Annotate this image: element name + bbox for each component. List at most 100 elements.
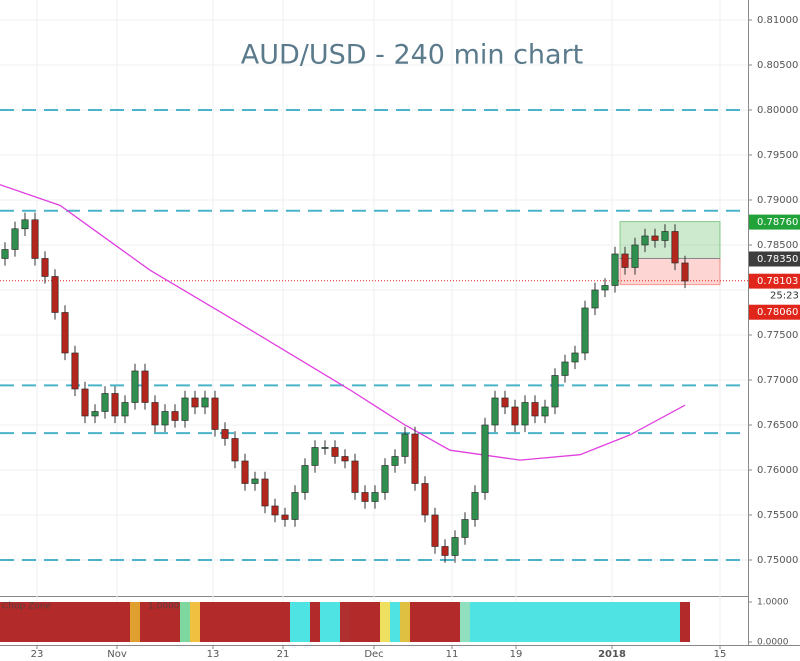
candle-body <box>431 514 439 547</box>
candle-body <box>481 424 489 493</box>
indicator-bar <box>80 602 90 642</box>
indicator-bar <box>210 602 220 642</box>
candle-body <box>321 447 329 449</box>
y-tick-label: 0.77500 <box>757 330 798 341</box>
candle-body <box>471 492 479 520</box>
indicator-bar <box>640 602 650 642</box>
indicator-bar <box>70 602 80 642</box>
candle-body <box>541 406 549 417</box>
candle-body <box>671 231 679 264</box>
indicator-bar <box>370 602 380 642</box>
candle-body <box>261 478 269 507</box>
candle-body <box>101 393 109 412</box>
indicator-bar <box>220 602 230 642</box>
x-tick-label: 15 <box>714 649 727 660</box>
indicator-tick-label: 1.0000 <box>757 598 789 608</box>
candle-body <box>311 447 319 466</box>
indicator-bar <box>170 602 180 642</box>
candle-body <box>281 514 289 520</box>
candle-body <box>561 361 569 376</box>
candle-body <box>571 352 579 363</box>
candle-body <box>121 402 129 417</box>
indicator-bar <box>330 602 340 642</box>
x-tick-label: 19 <box>510 649 523 660</box>
indicator-bar <box>60 602 70 642</box>
indicator-bar <box>430 602 440 642</box>
indicator-bar <box>270 602 280 642</box>
candle-body <box>651 235 659 241</box>
indicator-bar <box>380 602 390 642</box>
y-tick-label: 0.80500 <box>757 60 798 71</box>
indicator-bar <box>110 602 120 642</box>
candle-body <box>341 456 349 462</box>
y-tick-label: 0.76500 <box>757 420 798 431</box>
indicator-bar <box>670 602 680 642</box>
candle-body <box>201 397 209 408</box>
countdown: 25:23 <box>770 291 799 302</box>
indicator-bar <box>460 602 470 642</box>
indicator-bar <box>350 602 360 642</box>
candle-body <box>241 460 249 484</box>
candle-body <box>271 505 279 516</box>
indicator-bar <box>100 602 110 642</box>
candle-body <box>441 546 449 556</box>
candle-body <box>601 285 609 291</box>
candle-body <box>31 219 39 259</box>
indicator-bar <box>550 602 560 642</box>
candle-body <box>301 465 309 493</box>
indicator-bar <box>650 602 660 642</box>
candle-body <box>171 411 179 421</box>
candle-body <box>531 402 539 417</box>
indicator-tick-label: 0.0000 <box>757 638 789 648</box>
price-tag <box>749 251 800 267</box>
candle-body <box>131 370 139 403</box>
indicator-bar <box>130 602 140 642</box>
candle-body <box>551 375 559 408</box>
y-tick-label: 0.79500 <box>757 150 798 161</box>
candle-body <box>621 253 629 268</box>
candle-body <box>181 397 189 421</box>
x-tick-label: 21 <box>277 649 290 660</box>
candle-body <box>391 456 399 466</box>
candle-body <box>371 492 379 502</box>
candle-body <box>461 519 469 538</box>
price-tag-label: 0.78350 <box>757 254 798 265</box>
candle-body <box>211 397 219 430</box>
indicator-bar <box>580 602 590 642</box>
x-tick-label: Dec <box>364 649 383 660</box>
indicator-bar <box>260 602 270 642</box>
candle-body <box>521 402 529 426</box>
candle-body <box>111 393 119 417</box>
candle-body <box>41 258 49 277</box>
indicator-bar <box>190 602 200 642</box>
x-tick-label: 11 <box>446 649 459 660</box>
candle-body <box>151 402 159 426</box>
candle-body <box>81 388 89 417</box>
candle-body <box>71 352 79 390</box>
indicator-bar <box>420 602 430 642</box>
indicator-bar <box>390 602 400 642</box>
candle-body <box>61 312 69 354</box>
indicator-bar <box>50 602 60 642</box>
indicator-bar <box>40 602 50 642</box>
price-tag-label: 0.78060 <box>757 307 798 318</box>
indicator-bar <box>160 602 170 642</box>
price-tag-label: 0.78103 <box>757 276 798 287</box>
indicator-bar <box>510 602 520 642</box>
moving-average <box>0 184 686 461</box>
candle-body <box>511 406 519 426</box>
indicator-bar <box>240 602 250 642</box>
x-tick-label: 23 <box>31 649 44 660</box>
candle-body <box>1 249 9 259</box>
candle-body <box>591 289 599 309</box>
price-tag-label: 0.78760 <box>757 217 798 228</box>
indicator-bar <box>180 602 190 642</box>
x-tick-label: 2018 <box>598 649 626 660</box>
indicator-bar <box>340 602 350 642</box>
indicator-name: Chop Zone <box>2 602 51 612</box>
y-tick-label: 0.81000 <box>757 15 798 26</box>
indicator-bar <box>480 602 490 642</box>
indicator-bar <box>590 602 600 642</box>
y-tick-label: 0.80000 <box>757 105 798 116</box>
